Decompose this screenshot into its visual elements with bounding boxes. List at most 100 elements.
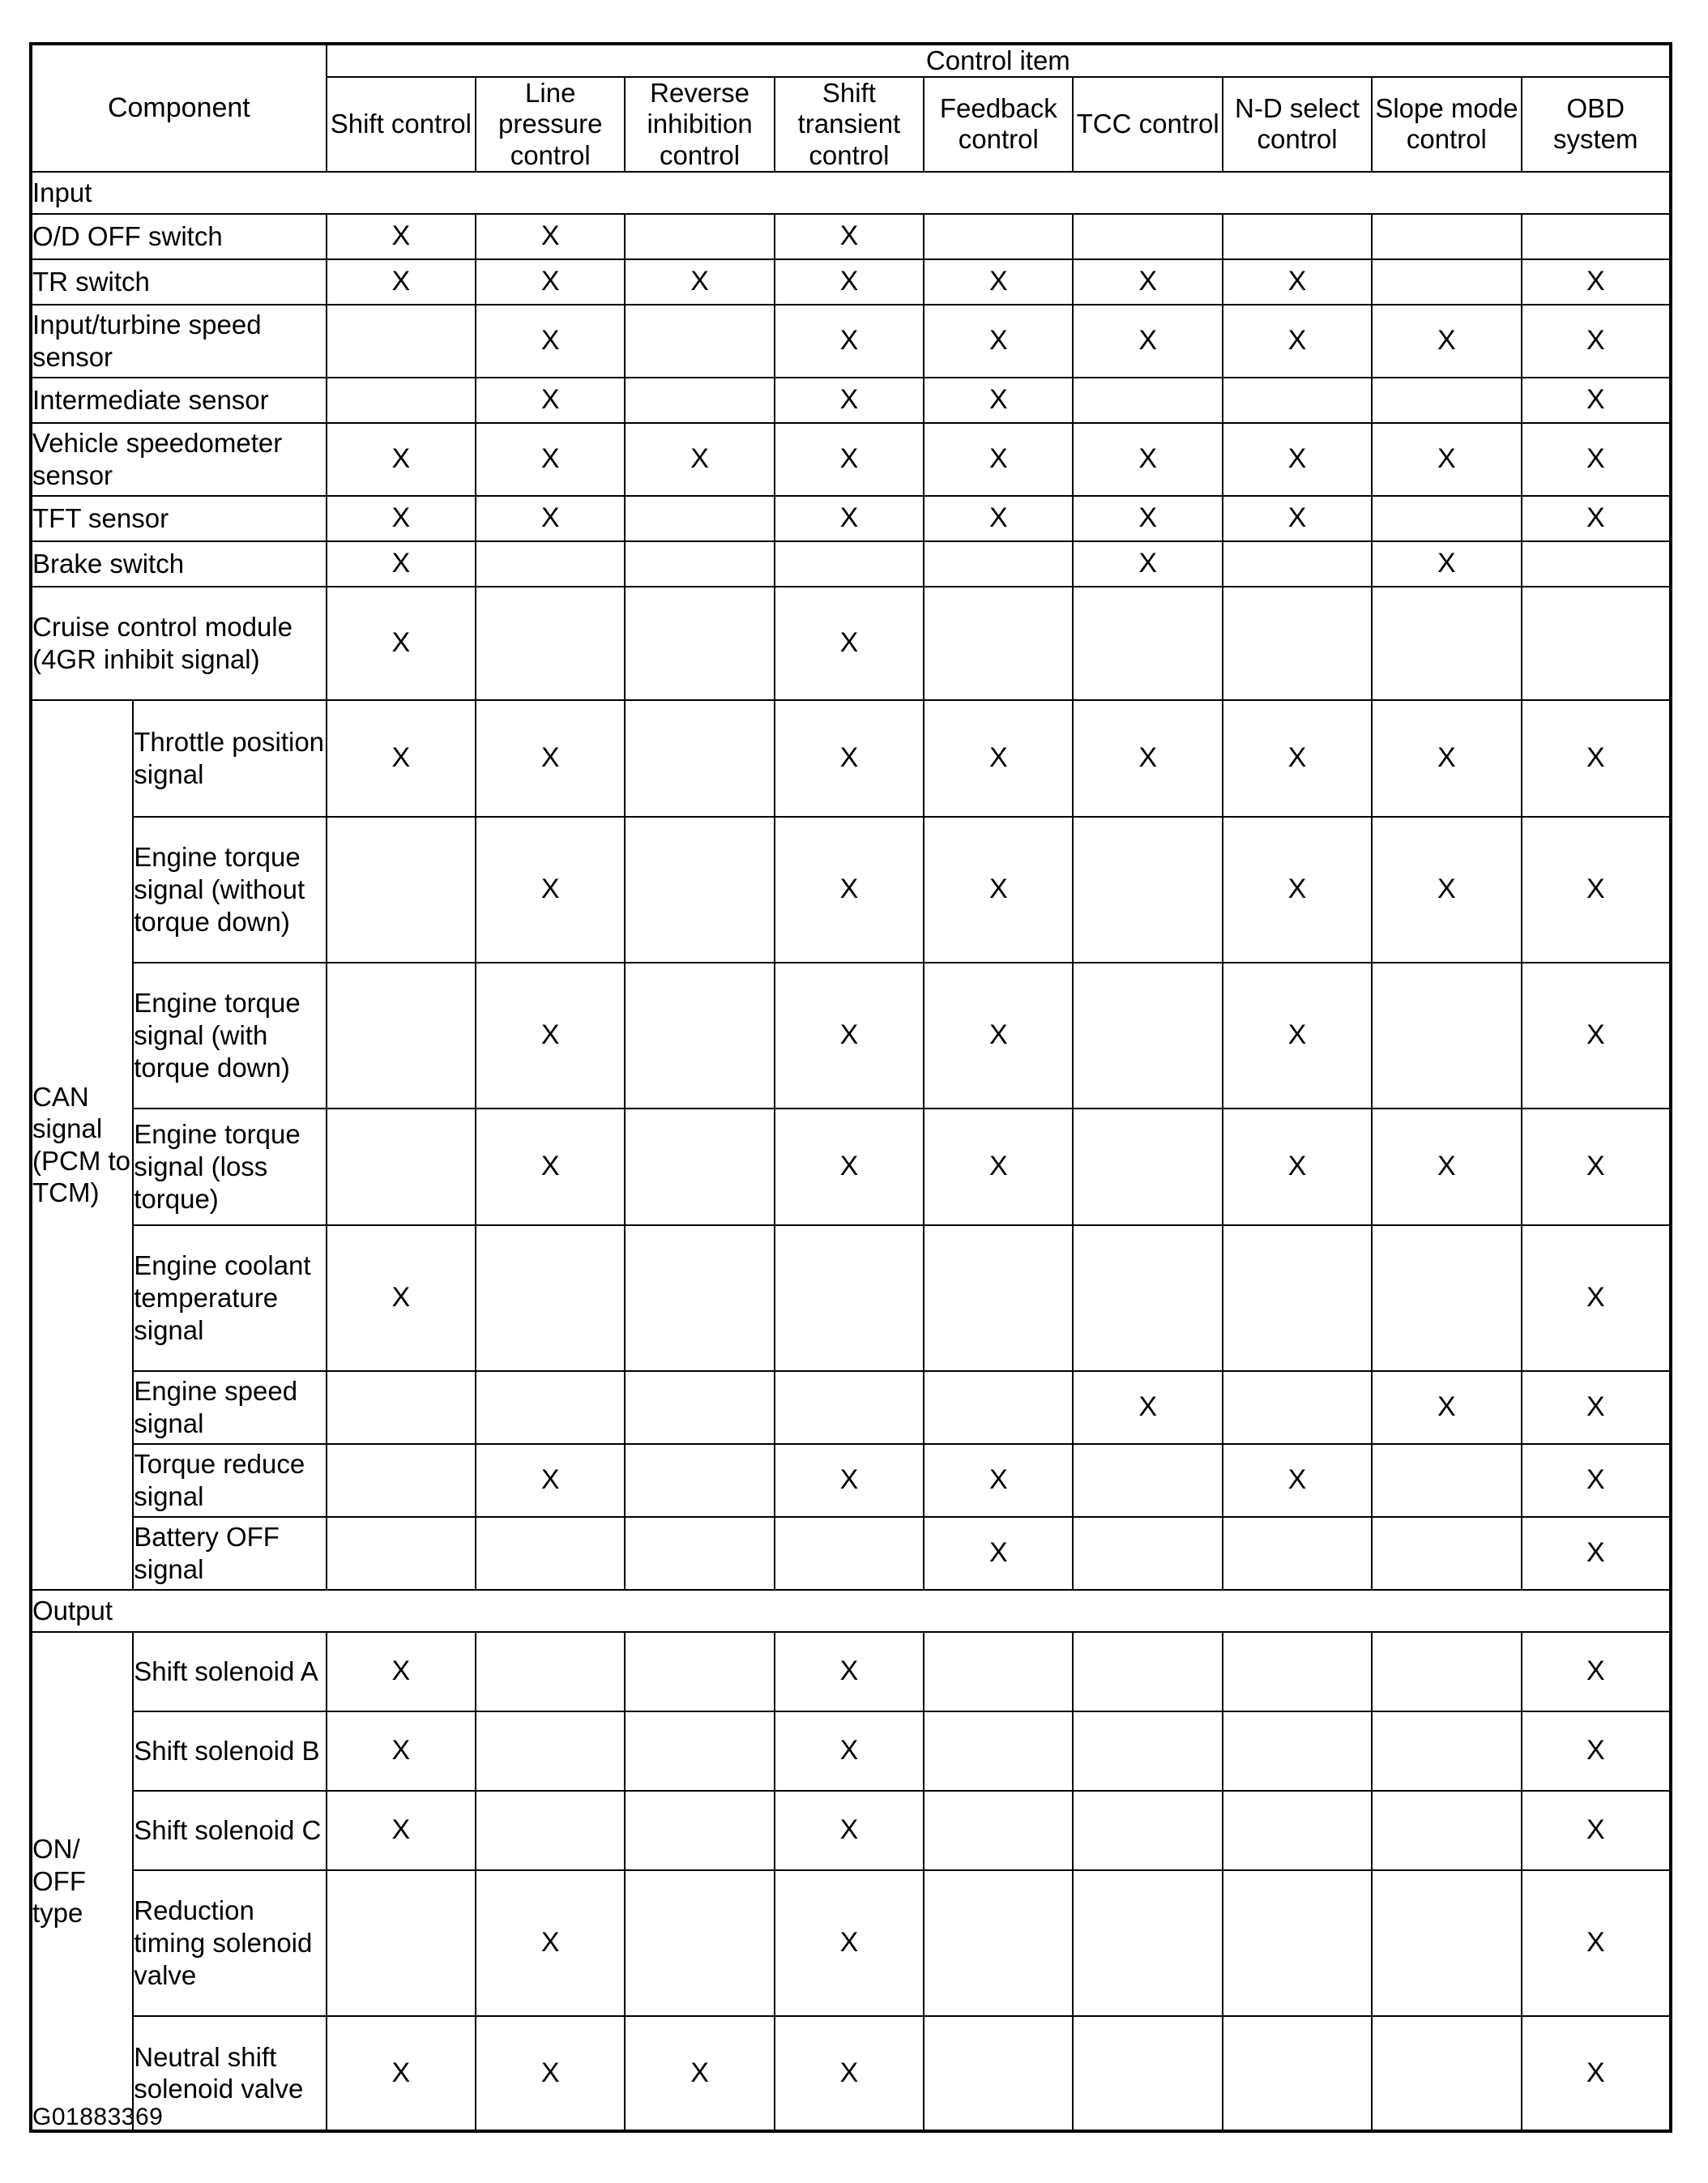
cell-shift-transient-control: X [773,1869,925,2017]
cell-obd-system: X [1520,2014,1672,2132]
check-mark-x: X [1287,742,1307,774]
check-mark-x: X [839,1655,859,1687]
check-mark-x: X [1586,1282,1605,1314]
check-mark-x: X [1586,384,1605,416]
check-mark-x: X [1437,1391,1456,1423]
header-col-label: TCC control [1076,109,1219,139]
control-item-table-container: Component Control item Shift control Lin… [29,42,1672,2133]
cell-reverse-inhibition-control [624,1869,775,2017]
check-mark-x: X [989,266,1008,297]
check-mark-x: X [1586,1464,1605,1496]
check-mark-x: X [1586,2057,1605,2088]
check-mark-x: X [1138,548,1157,579]
check-mark-x: X [1287,1151,1307,1182]
cell-shift-transient-control: X [773,2014,925,2132]
check-mark-x: X [540,220,560,252]
check-mark-x: X [1586,742,1605,774]
cell-feedback-control: X [923,494,1074,542]
check-mark-x: X [989,742,1008,774]
check-mark-x: X [1586,1537,1605,1569]
cell-feedback-control: X [923,258,1074,305]
check-mark-x: X [1586,874,1605,905]
check-mark-x: X [839,384,859,416]
header-col-tcc-control: TCC control [1072,76,1223,173]
check-mark-x: X [540,742,560,774]
table-row: ON/ OFF type Shift solenoid A X X X [29,1630,1672,2132]
check-mark-x: X [1437,548,1456,579]
row-label: TR switch [30,258,327,305]
cell-line-pressure-control: X [475,698,626,818]
table-row: TFT sensor X X X X X X X [30,494,1672,542]
cell-n-d-select-control [1221,2014,1373,2132]
table-row: Engine torque signal (with torque down) X… [31,961,1672,1109]
cell-obd-system: X [1520,1107,1672,1226]
cell-shift-transient-control [773,1515,925,1591]
check-mark-x: X [391,266,411,297]
row-label: Cruise control module (4GR inhibit signa… [30,585,327,701]
row-label: Engine speed signal [132,1369,327,1445]
cell-shift-transient-control: X [773,815,925,963]
cell-shift-control: X [325,540,477,587]
cell-feedback-control: X [923,303,1074,378]
check-mark-x: X [989,1151,1008,1182]
check-mark-x: X [1586,1814,1605,1846]
cell-slope-mode-control [1371,1630,1522,1712]
cell-line-pressure-control: X [475,1442,626,1518]
check-mark-x: X [989,1019,1008,1051]
check-mark-x: X [391,742,411,774]
cell-feedback-control: X [923,1515,1074,1591]
check-mark-x: X [690,266,709,297]
check-mark-x: X [989,1537,1008,1569]
cell-shift-transient-control: X [773,303,925,378]
check-mark-x: X [839,742,859,774]
cell-tcc-control [1072,1710,1223,1792]
cell-line-pressure-control [475,1789,626,1871]
cell-reverse-inhibition-control [624,376,775,424]
header-col-label: Line pressure control [498,78,603,170]
cell-line-pressure-control [475,1630,626,1712]
cell-obd-system [1520,212,1672,260]
cell-reverse-inhibition-control [624,1442,775,1518]
cell-obd-system: X [1520,815,1672,963]
check-mark-x: X [391,220,411,252]
cell-slope-mode-control: X [1371,698,1522,818]
check-mark-x: X [1287,443,1307,475]
cell-tcc-control: X [1072,1369,1223,1445]
cell-tcc-control [1072,212,1223,260]
check-mark-x: X [690,443,709,475]
cell-line-pressure-control [475,1369,626,1445]
cell-slope-mode-control: X [1371,540,1522,587]
check-mark-x: X [540,1927,560,1959]
cell-line-pressure-control: X [475,961,626,1109]
check-mark-x: X [839,627,859,659]
cell-tcc-control [1072,1869,1223,2017]
cell-tcc-control: X [1072,540,1223,587]
cell-n-d-select-control: X [1221,1107,1373,1226]
row-label: Engine torque signal (with torque down) [132,961,327,1109]
cell-feedback-control [923,540,1074,587]
cell-slope-mode-control: X [1371,815,1522,963]
cell-reverse-inhibition-control [624,540,775,587]
cell-line-pressure-control: X [475,303,626,378]
check-mark-x: X [1138,502,1157,534]
check-mark-x: X [1586,1735,1605,1766]
cell-line-pressure-control [475,1515,626,1591]
cell-shift-control: X [325,421,477,497]
cell-slope-mode-control [1371,1442,1522,1518]
check-mark-x: X [989,443,1008,475]
table-row: Torque reduce signal X X X X X [31,1442,1672,1518]
cell-shift-control [325,1369,477,1445]
cell-shift-transient-control: X [773,1442,925,1518]
cell-n-d-select-control: X [1221,815,1373,963]
cell-line-pressure-control [475,540,626,587]
cell-obd-system: X [1520,258,1672,305]
cell-line-pressure-control: X [475,376,626,424]
figure-code: G01883369 [32,2104,164,2130]
cell-shift-transient-control: X [773,421,925,497]
check-mark-x: X [540,1464,560,1496]
header-col-label: Feedback control [939,93,1057,155]
check-mark-x: X [1287,1019,1307,1051]
cell-n-d-select-control [1221,1630,1373,1712]
cell-reverse-inhibition-control [624,698,775,818]
check-mark-x: X [839,1927,859,1959]
